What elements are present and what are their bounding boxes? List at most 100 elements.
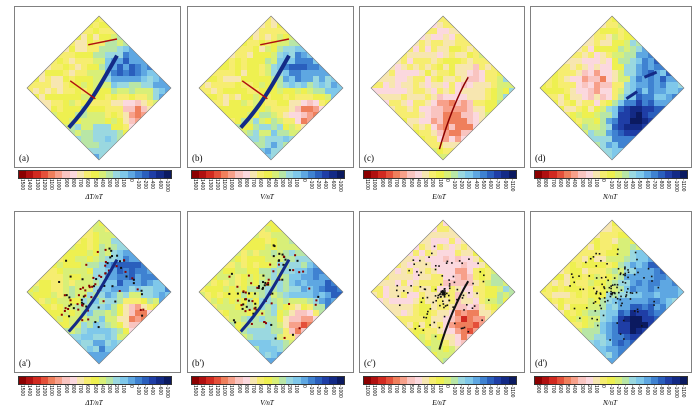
color-bar-swatch: [55, 171, 63, 178]
tick-label: -1000: [672, 179, 679, 192]
tick-label: -1100: [508, 179, 515, 192]
tick-label: -1100: [679, 179, 686, 192]
color-bar-swatch: [163, 171, 171, 178]
tick-label: 100: [436, 179, 443, 188]
color-bar-swatch: [672, 377, 680, 384]
tick-label: 0: [600, 385, 607, 388]
color-bar: [363, 170, 517, 179]
color-bar-swatch: [134, 171, 142, 178]
color-bar-swatch: [563, 171, 572, 178]
anomaly-map: [26, 15, 172, 161]
color-bar-swatch: [113, 377, 121, 384]
color-bar-swatch: [293, 171, 301, 178]
tick-label: 1500: [19, 179, 26, 191]
tick-label: -600: [643, 179, 650, 190]
color-bar-swatch: [571, 377, 579, 384]
tick-label: -100: [134, 179, 141, 190]
color-bar-swatch: [271, 171, 279, 178]
color-bar-swatch: [156, 377, 164, 384]
tick-label: 700: [250, 385, 257, 394]
panel-label: (b): [192, 153, 203, 163]
tick-label: -800: [658, 179, 665, 190]
color-bar-swatch: [458, 171, 466, 178]
color-bar-swatch: [508, 171, 516, 178]
color-bar-swatch: [657, 171, 666, 178]
color-bar-swatch: [385, 377, 393, 384]
tick-label: -100: [307, 385, 314, 396]
tick-label: -700: [494, 385, 501, 396]
anomaly-map: [26, 219, 172, 365]
color-bar-swatch: [458, 377, 466, 384]
tick-label: -1000: [672, 385, 679, 398]
color-bar-swatch: [436, 171, 444, 178]
color-bar-swatch: [429, 377, 437, 384]
tick-label: 100: [293, 385, 300, 394]
tick-label: -700: [650, 179, 657, 190]
tick-label: -1000: [163, 385, 170, 398]
tick-label: 1400: [26, 385, 33, 397]
color-bar-swatch: [621, 171, 630, 178]
color-bar-swatch: [400, 377, 408, 384]
tick-label: 900: [378, 385, 385, 394]
color-bar-swatch: [307, 377, 315, 384]
color-bar-swatch: [378, 171, 386, 178]
color-bar-unit: ΔT/nT: [85, 193, 103, 201]
color-bar-swatch: [643, 377, 651, 384]
tick-label: 100: [593, 179, 600, 188]
color-bar-swatch: [235, 171, 243, 178]
color-bar-swatch: [542, 377, 550, 384]
tick-label: 600: [400, 179, 407, 188]
tick-label: 800: [242, 385, 249, 394]
color-bar-swatch: [286, 171, 294, 178]
color-bar-swatch: [650, 171, 658, 178]
color-bar-swatch: [40, 171, 48, 178]
tick-label: 200: [286, 179, 293, 188]
color-bar-swatch: [556, 171, 564, 178]
map-panel: (a): [14, 6, 181, 168]
color-bar-swatch: [400, 171, 408, 178]
tick-label: 200: [113, 385, 120, 394]
tick-label: 600: [84, 385, 91, 394]
color-bar-swatch: [629, 171, 637, 178]
tick-label: 500: [407, 179, 414, 188]
color-bar-swatch: [392, 171, 401, 178]
tick-label: 700: [549, 179, 556, 188]
tick-label: 200: [286, 385, 293, 394]
color-bar-swatch: [149, 171, 157, 178]
tick-label: -200: [142, 385, 149, 396]
tick-label: 500: [264, 179, 271, 188]
color-bar-swatch: [120, 171, 128, 178]
tick-label: 1200: [213, 179, 220, 191]
color-bar-unit: V/nT: [260, 193, 274, 201]
color-bar-swatch: [242, 377, 250, 384]
tick-label: -1000: [163, 179, 170, 192]
tick-label: -100: [134, 385, 141, 396]
color-bar-ticks: 1500 1400 1300 1200 1100 1000 900 800 700 600 500 4…: [191, 179, 343, 193]
panel-label: (c'): [364, 358, 376, 368]
color-bar-swatch: [679, 171, 687, 178]
tick-label: 400: [271, 179, 278, 188]
tick-label: -900: [665, 385, 672, 396]
tick-label: -1000: [336, 385, 343, 398]
tick-label: 1100: [364, 179, 371, 190]
color-bar-swatch: [206, 377, 214, 384]
tick-label: 600: [556, 385, 563, 394]
color-bar-swatch: [84, 171, 92, 178]
color-bar-swatch: [535, 171, 543, 178]
tick-label: -700: [494, 179, 501, 190]
color-bar-swatch: [407, 171, 415, 178]
color-bar-swatch: [199, 171, 207, 178]
tick-label: 1100: [221, 179, 228, 190]
color-bar-swatch: [486, 171, 495, 178]
tick-label: 1000: [371, 385, 378, 397]
color-bar-swatch: [443, 377, 451, 384]
tick-label: -100: [607, 179, 614, 190]
tick-label: 600: [257, 179, 264, 188]
color-bar-swatch: [465, 377, 473, 384]
tick-label: 300: [422, 179, 429, 188]
color-bar-swatch: [213, 377, 221, 384]
color-bar-swatch: [242, 171, 250, 178]
tick-label: 200: [585, 385, 592, 394]
tick-label: -100: [607, 385, 614, 396]
color-bar-unit: N/nT: [602, 193, 617, 201]
